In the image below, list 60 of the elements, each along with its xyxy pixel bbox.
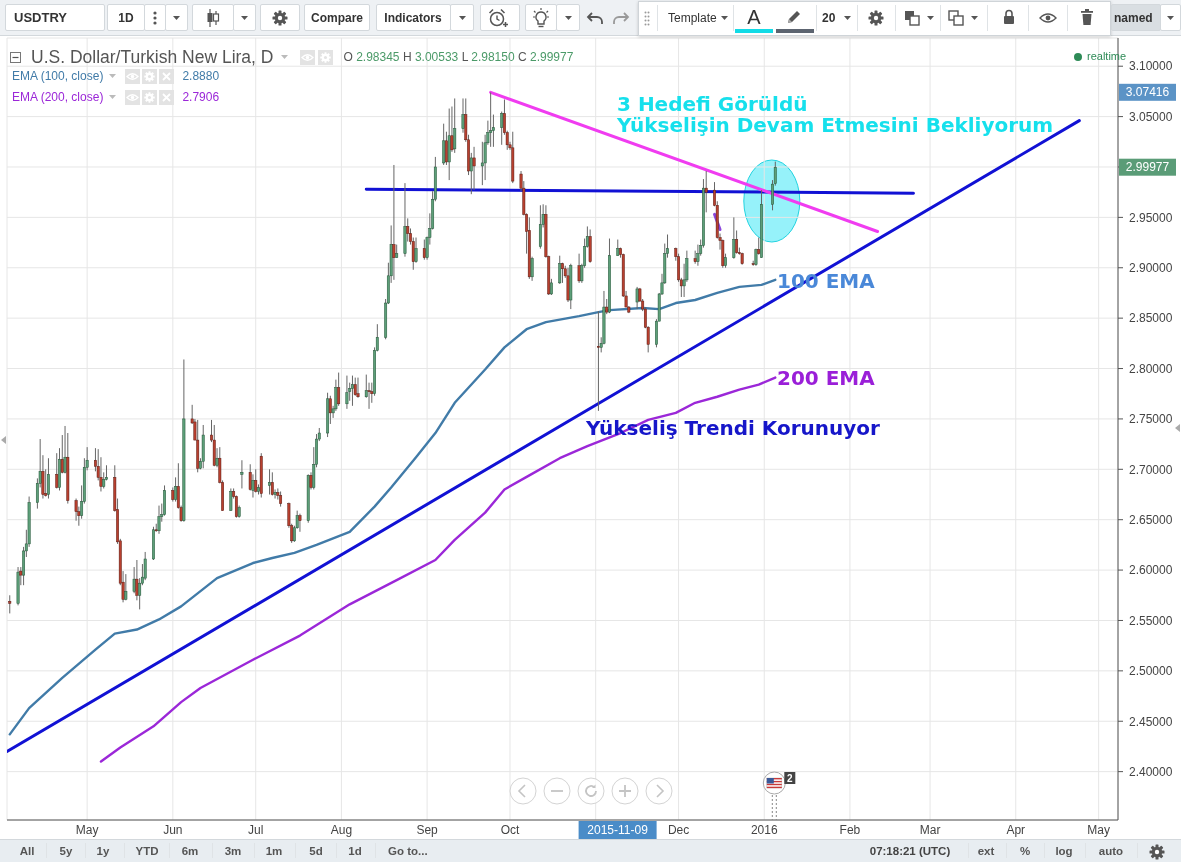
text: 1D — [118, 11, 134, 25]
y-tick-label: 2.65000 — [1129, 512, 1173, 527]
y-tick-label: 2.45000 — [1129, 714, 1173, 729]
y-tick-label: 2.60000 — [1129, 563, 1173, 578]
text: Indicators — [384, 11, 442, 25]
text: ext — [977, 844, 995, 858]
y-tick-label: 2.85000 — [1129, 311, 1173, 326]
x-tick-label: 2016 — [750, 823, 778, 837]
text: % — [1019, 844, 1031, 858]
text: 20 — [822, 11, 836, 25]
y-tick-label: 2.75000 — [1129, 412, 1173, 427]
x-tick-label: Dec — [667, 823, 690, 837]
text: 2015-11-09 — [587, 823, 649, 837]
text: Compare — [310, 11, 364, 25]
text: 1d — [348, 844, 362, 858]
y-tick-label: 2.70000 — [1129, 462, 1173, 477]
text: 3m — [224, 844, 242, 858]
text: EMA (100, close) — [12, 69, 104, 83]
text: USDTRY — [14, 10, 67, 26]
y-tick-label: 2.50000 — [1129, 664, 1173, 679]
x-tick-label: May — [75, 823, 99, 837]
text: named — [1114, 11, 1153, 25]
text: 1m — [265, 844, 283, 858]
text: EMA (200, close) — [12, 90, 104, 104]
text: YTD — [135, 844, 159, 858]
y-tick-label: 3.10000 — [1129, 59, 1173, 74]
text: Template — [668, 11, 717, 25]
y-tick-label: 3.05000 — [1129, 109, 1173, 124]
x-tick-label: Apr — [1006, 823, 1026, 837]
annotation: 2.7906 — [182, 90, 220, 104]
x-tick-label: Mar — [919, 823, 941, 837]
text: 6m — [181, 844, 199, 858]
y-tick-label: 2.55000 — [1129, 613, 1173, 628]
x-tick-label: Jun — [163, 823, 183, 837]
text: Go to... — [388, 844, 428, 858]
x-tick-label: May — [1087, 823, 1110, 837]
text: 5y — [59, 844, 73, 858]
annotation: O 2.98345 H 3.00533 L 2.98150 C 2.99977 — [343, 50, 574, 64]
annotation: 2.8880 — [182, 69, 220, 83]
y-tick-label: 2.40000 — [1129, 764, 1173, 779]
x-tick-label: Aug — [330, 823, 353, 837]
x-tick-label: Jul — [248, 823, 264, 837]
text: 3.07416 — [1125, 85, 1170, 100]
text: 2.99977 — [1125, 160, 1170, 175]
text: auto — [1098, 844, 1124, 858]
x-tick-label: Oct — [500, 823, 520, 837]
text: A — [747, 5, 761, 29]
x-tick-label: Feb — [839, 823, 861, 837]
text: All — [19, 844, 35, 858]
text: U.S. Dollar/Turkish New Lira, D — [31, 47, 274, 67]
text: 5d — [309, 844, 323, 858]
text: 07:18:21 (UTC) — [869, 844, 951, 858]
y-tick-label: 2.90000 — [1129, 261, 1173, 276]
text: 1y — [96, 844, 110, 858]
annotation: 200 EMA — [777, 366, 876, 390]
x-tick-label: Sep — [416, 823, 439, 837]
y-tick-label: 2.95000 — [1129, 210, 1173, 225]
text: log — [1055, 844, 1073, 858]
annotation: realtime — [1087, 50, 1127, 63]
y-tick-label: 2.80000 — [1129, 361, 1173, 376]
